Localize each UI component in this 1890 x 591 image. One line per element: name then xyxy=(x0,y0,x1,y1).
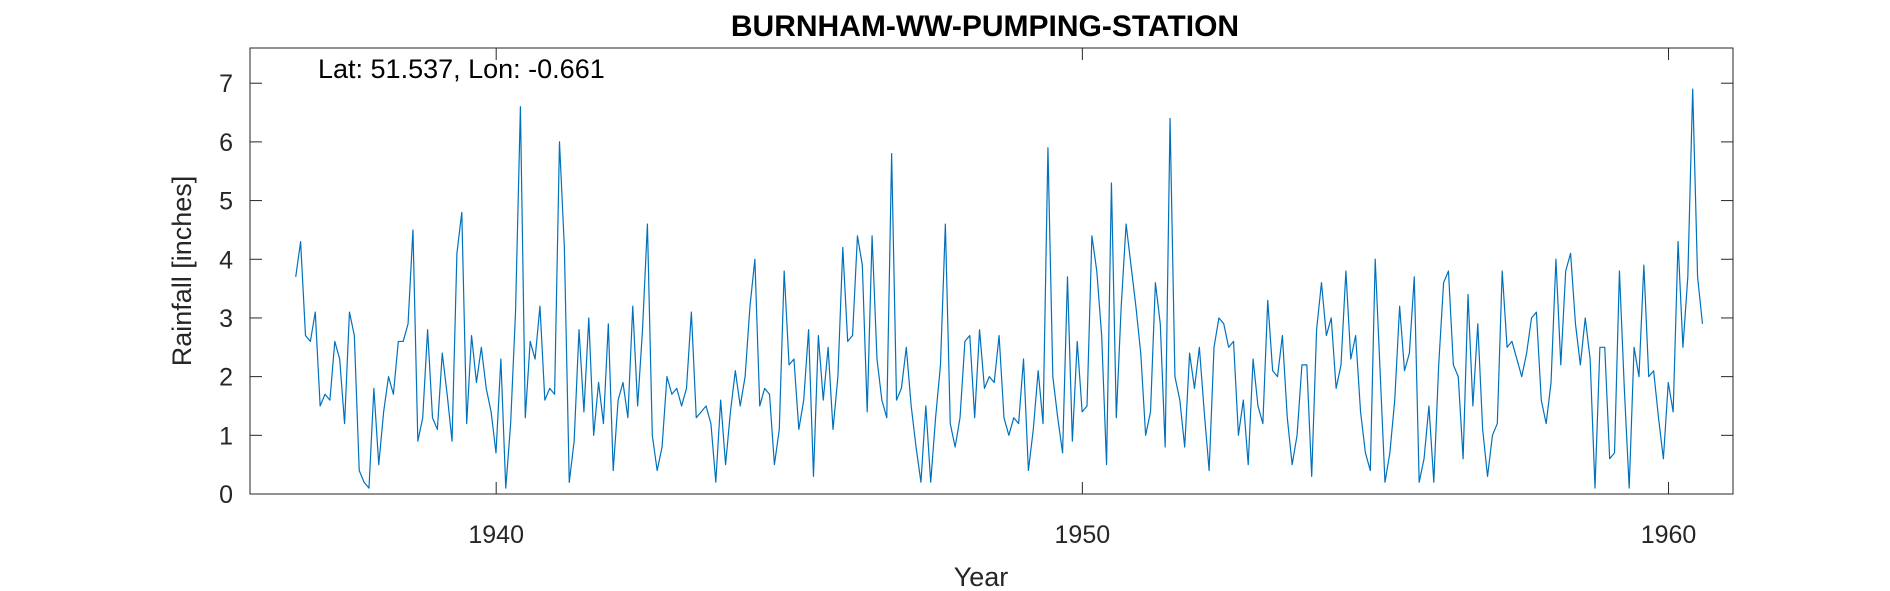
y-tick-label: 1 xyxy=(219,422,233,450)
lat-lon-annotation: Lat: 51.537, Lon: -0.661 xyxy=(318,54,605,84)
y-tick-label: 0 xyxy=(219,481,233,509)
y-tick-label: 7 xyxy=(219,70,233,98)
y-tick-label: 3 xyxy=(219,305,233,333)
y-tick-label: 6 xyxy=(219,129,233,157)
x-tick-label: 1950 xyxy=(1055,521,1111,549)
series-line-0 xyxy=(295,88,1704,489)
x-axis: 1940 1950 1960 xyxy=(468,48,1696,549)
series-layer xyxy=(295,88,1704,489)
y-tick-label: 4 xyxy=(219,246,233,274)
chart-title: BURNHAM-WW-PUMPING-STATION xyxy=(731,10,1239,43)
y-tick-label: 2 xyxy=(219,364,233,392)
y-axis-label: Rainfall [inches] xyxy=(167,176,197,367)
x-axis-label: Year xyxy=(954,562,1009,591)
y-axis: 0 1 2 3 4 5 6 7 xyxy=(219,70,1733,509)
plot-area xyxy=(249,47,1734,495)
x-tick-label: 1940 xyxy=(468,521,524,549)
y-tick-label: 5 xyxy=(219,188,233,216)
x-tick-label: 1960 xyxy=(1641,521,1697,549)
